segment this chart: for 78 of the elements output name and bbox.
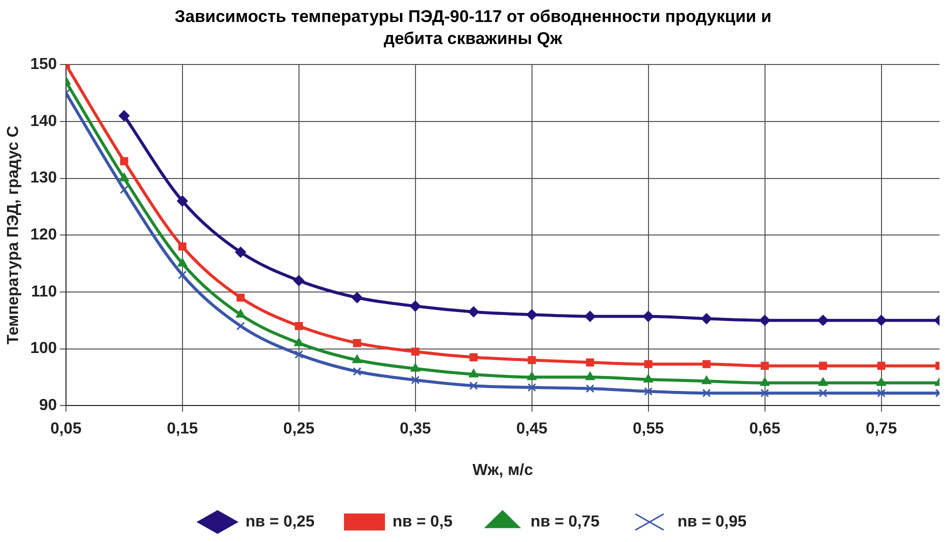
point: [411, 376, 420, 384]
point: [120, 185, 128, 194]
point: [877, 362, 886, 370]
point: [236, 309, 246, 318]
y-tick-label: 120: [30, 226, 57, 244]
point: [584, 310, 596, 322]
y-axis-title: Температура ПЭД, градус С: [5, 125, 22, 344]
point: [760, 388, 770, 398]
point: [411, 348, 420, 356]
legend-label: nв = 0,75: [530, 513, 600, 530]
x-tick-label: 0,45: [516, 420, 548, 438]
point: [294, 338, 304, 346]
point: [644, 360, 652, 368]
point: [352, 292, 363, 304]
point: [818, 388, 828, 398]
point: [178, 258, 188, 267]
y-tick-label: 100: [30, 340, 57, 358]
point: [293, 275, 304, 286]
point: [876, 377, 886, 386]
legend-label: nв = 0,95: [678, 513, 747, 530]
point: [236, 322, 245, 330]
point: [642, 310, 654, 322]
x-tick-label: 0,65: [749, 420, 780, 438]
point: [759, 314, 770, 326]
point: [818, 377, 828, 386]
y-tick-label: 150: [30, 56, 57, 74]
point: [876, 388, 886, 398]
point: [468, 368, 478, 378]
point: [528, 383, 536, 392]
point: [176, 196, 188, 206]
chart-title: Зависимость температуры ПЭД-90-117 от обводненности продукции и дебита скважины Qж: [174, 6, 772, 50]
x-tick-label: 0,05: [50, 420, 82, 438]
x-axis-title: Wж, м/с: [472, 462, 534, 479]
point: [586, 384, 594, 393]
y-tick-label: 90: [39, 397, 57, 414]
y-tick-label: 140: [30, 112, 57, 130]
x-tick-label: 0,55: [632, 420, 664, 438]
y-tick-label: 110: [31, 283, 57, 300]
point: [702, 376, 712, 384]
point: [120, 157, 128, 166]
y-tick-label: 130: [30, 170, 57, 187]
point: [118, 110, 130, 122]
point: [410, 300, 421, 312]
point: [352, 354, 362, 364]
point: [469, 381, 478, 390]
point: [760, 362, 769, 370]
legend-label: nв = 0,5: [392, 513, 453, 530]
point: [352, 367, 362, 376]
point: [526, 372, 537, 380]
x-tick-label: 0,15: [166, 420, 198, 438]
x-tick-label: 0,75: [866, 420, 897, 438]
point: [178, 270, 187, 280]
point: [235, 246, 246, 258]
point: [702, 388, 711, 398]
point: [760, 377, 770, 386]
point: [119, 172, 129, 182]
point: [294, 350, 304, 359]
point: [701, 313, 712, 324]
point: [468, 306, 480, 318]
point: [528, 356, 536, 364]
point: [526, 309, 538, 320]
legend-label: nв = 0,25: [245, 513, 315, 530]
x-tick-label: 0,35: [400, 420, 432, 438]
point: [876, 314, 887, 326]
point: [818, 362, 828, 370]
point: [644, 387, 653, 396]
point: [643, 374, 654, 382]
point: [702, 360, 711, 368]
point: [353, 339, 362, 348]
point: [178, 242, 186, 250]
x-tick-label: 0,25: [283, 420, 315, 438]
point: [236, 294, 245, 302]
point: [586, 358, 594, 366]
point: [585, 372, 595, 380]
point: [470, 353, 478, 362]
point: [818, 314, 829, 326]
point: [410, 363, 420, 372]
point: [294, 322, 303, 330]
